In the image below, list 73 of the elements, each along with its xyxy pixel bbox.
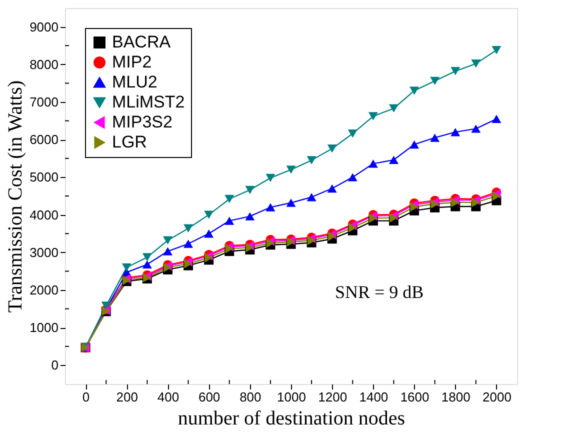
- x-tick-label: 200: [116, 390, 138, 404]
- y-tick-label: 4000: [30, 207, 58, 222]
- y-tick-label: 9000: [30, 19, 58, 34]
- point: [101, 302, 111, 310]
- point: [430, 76, 440, 86]
- point: [162, 247, 172, 256]
- x-tick-label: 1600: [400, 390, 430, 404]
- point: [450, 67, 460, 76]
- point: [472, 198, 480, 208]
- x-tick-label: 1000: [277, 390, 306, 404]
- point: [471, 60, 481, 68]
- point: [286, 198, 296, 207]
- legend-label: LGR: [112, 132, 147, 152]
- point: [224, 216, 234, 225]
- point: [245, 186, 255, 194]
- legend-label: MIP3S2: [112, 112, 172, 132]
- point: [327, 184, 337, 193]
- legend-label: BACRA: [112, 32, 172, 52]
- x-tick-label: 2000: [482, 390, 512, 404]
- legend-label: MLiMST2: [112, 92, 185, 112]
- point: [224, 194, 234, 204]
- point: [184, 224, 194, 232]
- y-axis-title: Transmission Cost (in Watts): [4, 80, 27, 313]
- x-tick-label: 1400: [359, 390, 388, 404]
- point: [410, 140, 420, 149]
- point: [348, 129, 358, 138]
- point: [368, 112, 378, 120]
- x-tick-label: 1200: [318, 390, 348, 404]
- x-axis-title: number of destination nodes: [178, 408, 406, 430]
- annotation: SNR = 9 dB: [335, 282, 424, 302]
- point: [122, 263, 132, 272]
- y-tick-label: 8000: [30, 56, 58, 72]
- point: [492, 46, 502, 54]
- point: [410, 202, 418, 212]
- y-tick-label: 5000: [30, 170, 58, 185]
- point: [492, 191, 501, 201]
- point: [450, 128, 460, 136]
- point: [430, 134, 440, 142]
- point: [388, 104, 398, 112]
- x-tick-label: 0: [82, 390, 90, 404]
- x-tick-label: 400: [157, 390, 180, 404]
- point: [327, 144, 337, 153]
- point: [142, 253, 152, 262]
- y-tick-label: 1000: [30, 320, 58, 336]
- point: [162, 236, 172, 244]
- point: [471, 124, 481, 133]
- point: [410, 86, 420, 95]
- x-tick-label: 1800: [441, 390, 470, 404]
- y-tick-label: 6000: [30, 132, 58, 148]
- point: [451, 198, 460, 208]
- legend-label: MLU2: [112, 72, 158, 92]
- x-tick-label: 800: [240, 390, 262, 404]
- point: [348, 173, 358, 182]
- point: [306, 156, 316, 164]
- point: [204, 229, 214, 238]
- point: [184, 240, 194, 248]
- legend-label: MIP2: [112, 52, 152, 72]
- point: [286, 166, 296, 174]
- point: [142, 260, 152, 269]
- y-tick-label: 2000: [30, 282, 58, 298]
- y-tick-label: 0: [51, 358, 58, 373]
- point: [492, 114, 502, 124]
- point: [266, 174, 276, 182]
- y-tick-label: 3000: [30, 244, 58, 260]
- x-tick-label: 600: [198, 390, 220, 404]
- point: [306, 193, 316, 202]
- point: [390, 213, 398, 223]
- y-tick-label: 7000: [30, 94, 58, 110]
- point: [266, 203, 276, 212]
- point: [388, 156, 398, 164]
- point: [368, 160, 378, 168]
- point: [245, 212, 255, 220]
- point: [204, 210, 214, 219]
